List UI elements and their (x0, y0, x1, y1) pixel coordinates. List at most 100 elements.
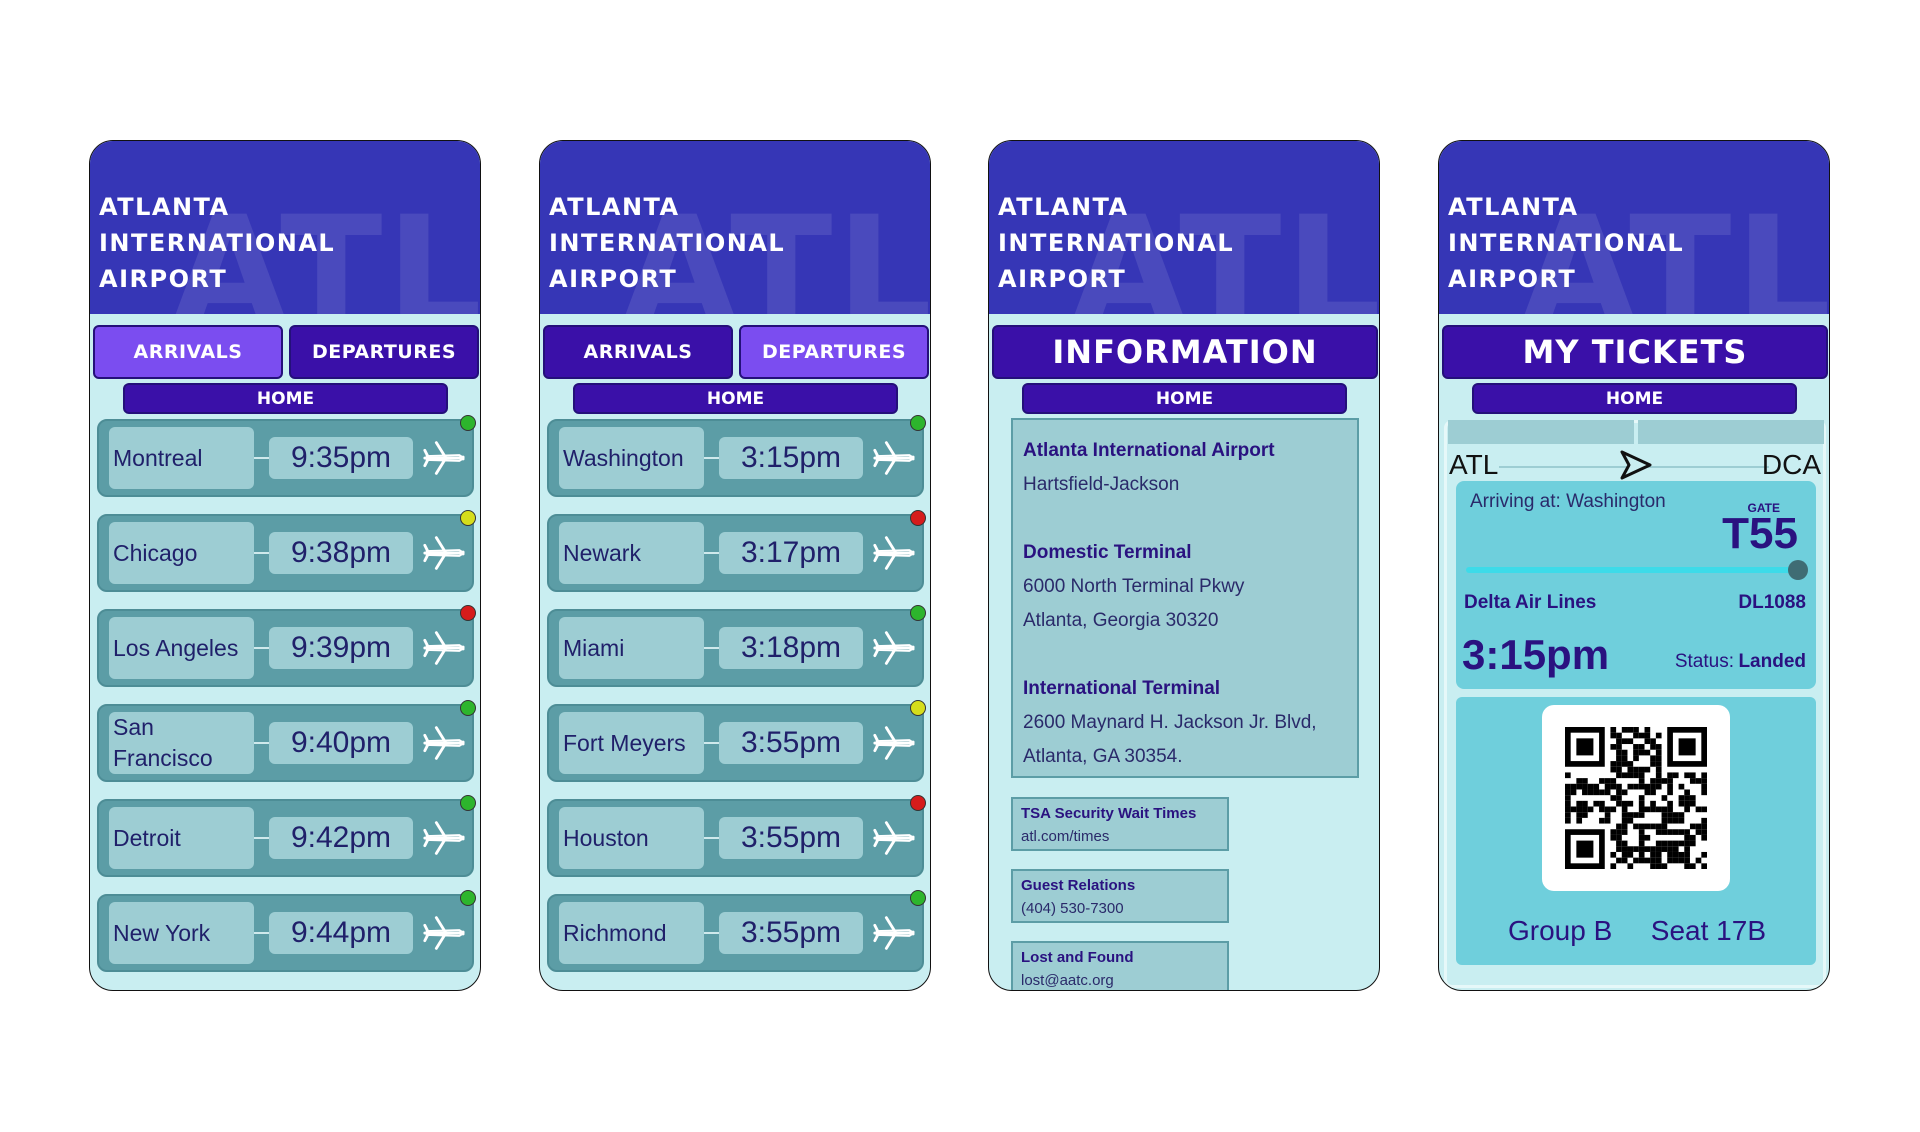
flight-row[interactable]: Fort Meyers 3:55pm (547, 700, 926, 782)
tab-button[interactable]: DEPARTURES (739, 325, 929, 379)
time: 3:55pm (719, 817, 863, 859)
time: 3:55pm (719, 722, 863, 764)
qr-section: Group B Seat 17B (1456, 697, 1816, 965)
flight-row[interactable]: Newark 3:17pm (547, 510, 926, 592)
city: Washington (559, 427, 704, 489)
home-button[interactable]: HOME (573, 383, 898, 414)
time: 9:38pm (269, 532, 413, 574)
connector (249, 932, 279, 934)
header-title: ATLANTA (1448, 193, 1579, 221)
header-title: INTERNATIONAL (998, 229, 1235, 257)
flight-row[interactable]: Washington 3:15pm (547, 415, 926, 497)
connector (699, 457, 729, 459)
link-title: TSA Security Wait Times (1021, 805, 1197, 822)
city: Richmond (559, 902, 704, 964)
app-header: ATL ATLANTA INTERNATIONAL AIRPORT (1439, 141, 1829, 314)
app-header: ATL ATLANTA INTERNATIONAL AIRPORT (90, 141, 480, 314)
ticket-tab (1638, 420, 1824, 444)
qr-card (1542, 705, 1730, 891)
progress-knob (1788, 560, 1808, 580)
info-line: Hartsfield-Jackson (1023, 474, 1180, 495)
flight-row[interactable]: Chicago 9:38pm (97, 510, 476, 592)
plane-icon (871, 720, 917, 766)
home-button[interactable]: HOME (1022, 383, 1347, 414)
plane-icon-graphic (873, 916, 915, 950)
header-title: AIRPORT (998, 265, 1127, 293)
tab-button[interactable]: DEPARTURES (289, 325, 479, 379)
city: Fort Meyers (559, 712, 704, 774)
screen-banner: MY TICKETS (1442, 325, 1828, 379)
flight-number: DL1088 (1738, 592, 1806, 613)
status-dot (910, 415, 926, 431)
connector (249, 837, 279, 839)
connector (249, 552, 279, 554)
flight-row[interactable]: Miami 3:18pm (547, 605, 926, 687)
header-watermark: ATL (1070, 185, 1379, 314)
qr-code-graphic (1565, 727, 1707, 869)
flight-row[interactable]: Houston 3:55pm (547, 795, 926, 877)
phone-screen: ATL ATLANTA INTERNATIONAL AIRPORT ARRIVALS DE… (89, 140, 481, 991)
header-title: ATLANTA (998, 193, 1129, 221)
plane-icon (871, 910, 917, 956)
ticket-tab (1448, 420, 1634, 444)
route-arrow (1619, 449, 1653, 481)
link-detail: atl.com/times (1021, 828, 1110, 845)
plane-icon (421, 435, 467, 481)
plane-icon (421, 910, 467, 956)
header-title: ATLANTA (549, 193, 680, 221)
time: 3:17pm (719, 532, 863, 574)
header-title: INTERNATIONAL (99, 229, 336, 257)
boarding-group: Group B (1508, 915, 1613, 946)
header-title: INTERNATIONAL (1448, 229, 1685, 257)
tab-button[interactable]: ARRIVALS (93, 325, 283, 379)
screen-banner: INFORMATION (992, 325, 1378, 379)
flight-row[interactable]: New York 9:44pm (97, 890, 476, 972)
header-watermark: ATL (1520, 185, 1829, 314)
plane-icon-graphic (423, 726, 465, 760)
info-line: Atlanta, Georgia 30320 (1023, 610, 1219, 631)
flight-row[interactable]: Richmond 3:55pm (547, 890, 926, 972)
plane-icon-graphic (423, 821, 465, 855)
plane-icon (871, 815, 917, 861)
city: Montreal (109, 427, 254, 489)
home-button[interactable]: HOME (1472, 383, 1797, 414)
flight-row[interactable]: Los Angeles 9:39pm (97, 605, 476, 687)
link-box[interactable]: Lost and Found lost@aatc.org (1011, 941, 1229, 990)
plane-icon-graphic (873, 821, 915, 855)
status-dot (910, 605, 926, 621)
header-title: AIRPORT (99, 265, 228, 293)
plane-icon (421, 815, 467, 861)
connector (249, 647, 279, 649)
plane-icon (421, 720, 467, 766)
time: 3:55pm (719, 912, 863, 954)
info-box: Atlanta International Airport Hartsfield-… (1011, 418, 1359, 778)
home-button[interactable]: HOME (123, 383, 448, 414)
plane-icon-graphic (873, 441, 915, 475)
ticket-time: 3:15pm (1462, 631, 1610, 678)
phone-screen: ATL ATLANTA INTERNATIONAL AIRPORT MY TICKETS… (1438, 140, 1830, 991)
connector (699, 647, 729, 649)
link-detail: (404) 530-7300 (1021, 900, 1124, 917)
time: 3:15pm (719, 437, 863, 479)
status-dot (460, 795, 476, 811)
qr-code (1564, 727, 1708, 869)
flight-row[interactable]: Montreal 9:35pm (97, 415, 476, 497)
plane-icon-graphic (423, 916, 465, 950)
gate: T55 (1722, 509, 1798, 558)
flight-row[interactable]: San Francisco 9:40pm (97, 700, 476, 782)
header-title: INTERNATIONAL (549, 229, 786, 257)
city: Newark (559, 522, 704, 584)
progress-bar (1466, 567, 1796, 573)
flight-row[interactable]: Detroit 9:42pm (97, 795, 476, 877)
header-watermark: ATL (621, 185, 930, 314)
city: San Francisco (109, 712, 254, 774)
link-box[interactable]: Guest Relations (404) 530-7300 (1011, 869, 1229, 923)
time: 9:35pm (269, 437, 413, 479)
link-box[interactable]: TSA Security Wait Times atl.com/times (1011, 797, 1229, 851)
plane-icon-graphic (873, 726, 915, 760)
header-title: AIRPORT (549, 265, 678, 293)
tab-button[interactable]: ARRIVALS (543, 325, 733, 379)
ticket-card: Arriving at: Washington GATE T55 Delta Air … (1456, 481, 1816, 689)
connector (699, 837, 729, 839)
